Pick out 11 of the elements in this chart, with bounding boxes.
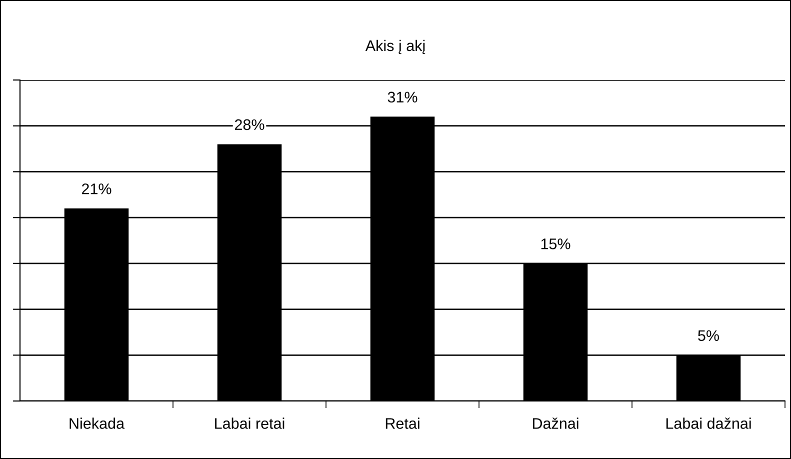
x-tick-label: Labai retai [215,418,284,429]
chart-title: Akis į akį [365,40,426,54]
data-label: 5% [698,330,719,342]
data-label: 21% [82,183,112,194]
x-tick-label: Retai [386,418,420,429]
data-label: 28% [234,119,264,130]
x-tick-label: Dažnai [532,418,578,429]
data-label: 15% [541,238,570,250]
x-tick-label: Niekada [70,418,125,429]
data-label: 31% [388,92,418,103]
x-tick-label: Labai dažnai [666,418,751,429]
